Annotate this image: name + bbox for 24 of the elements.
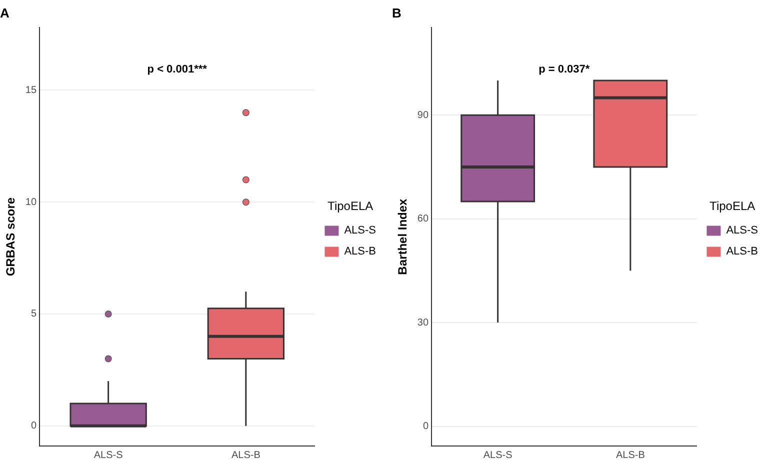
annotation: p = 0.037*: [538, 64, 590, 76]
x-tick-label: ALS-S: [94, 450, 124, 461]
y-tick-label: 10: [25, 196, 37, 208]
x-tick-label: ALS-S: [483, 450, 513, 461]
legend-label: ALS-B: [344, 246, 376, 258]
y-tick-label: 90: [417, 110, 429, 121]
y-axis-title: Barthel Index: [396, 198, 410, 275]
y-tick-label: 60: [417, 214, 429, 225]
x-tick-label: ALS-B: [616, 450, 646, 461]
legend-label: ALS-S: [726, 224, 758, 237]
legend-title: TipoELA: [328, 199, 374, 214]
y-axis-title: GRBAS score: [4, 197, 18, 276]
annotation: p < 0.001***: [147, 64, 208, 76]
legend-title: TipoELA: [710, 199, 756, 214]
y-tick-label: 5: [30, 308, 37, 320]
chart-title: A: [0, 5, 10, 20]
x-tick-label: ALS-B: [231, 450, 261, 461]
y-tick-label: 0: [30, 420, 37, 432]
chart-title: B: [392, 5, 402, 20]
y-tick-label: 30: [417, 317, 429, 328]
y-tick-label: 15: [25, 85, 37, 96]
legend-label: ALS-S: [344, 224, 376, 237]
legend-label: ALS-B: [726, 246, 758, 258]
y-tick-label: 0: [422, 421, 429, 432]
